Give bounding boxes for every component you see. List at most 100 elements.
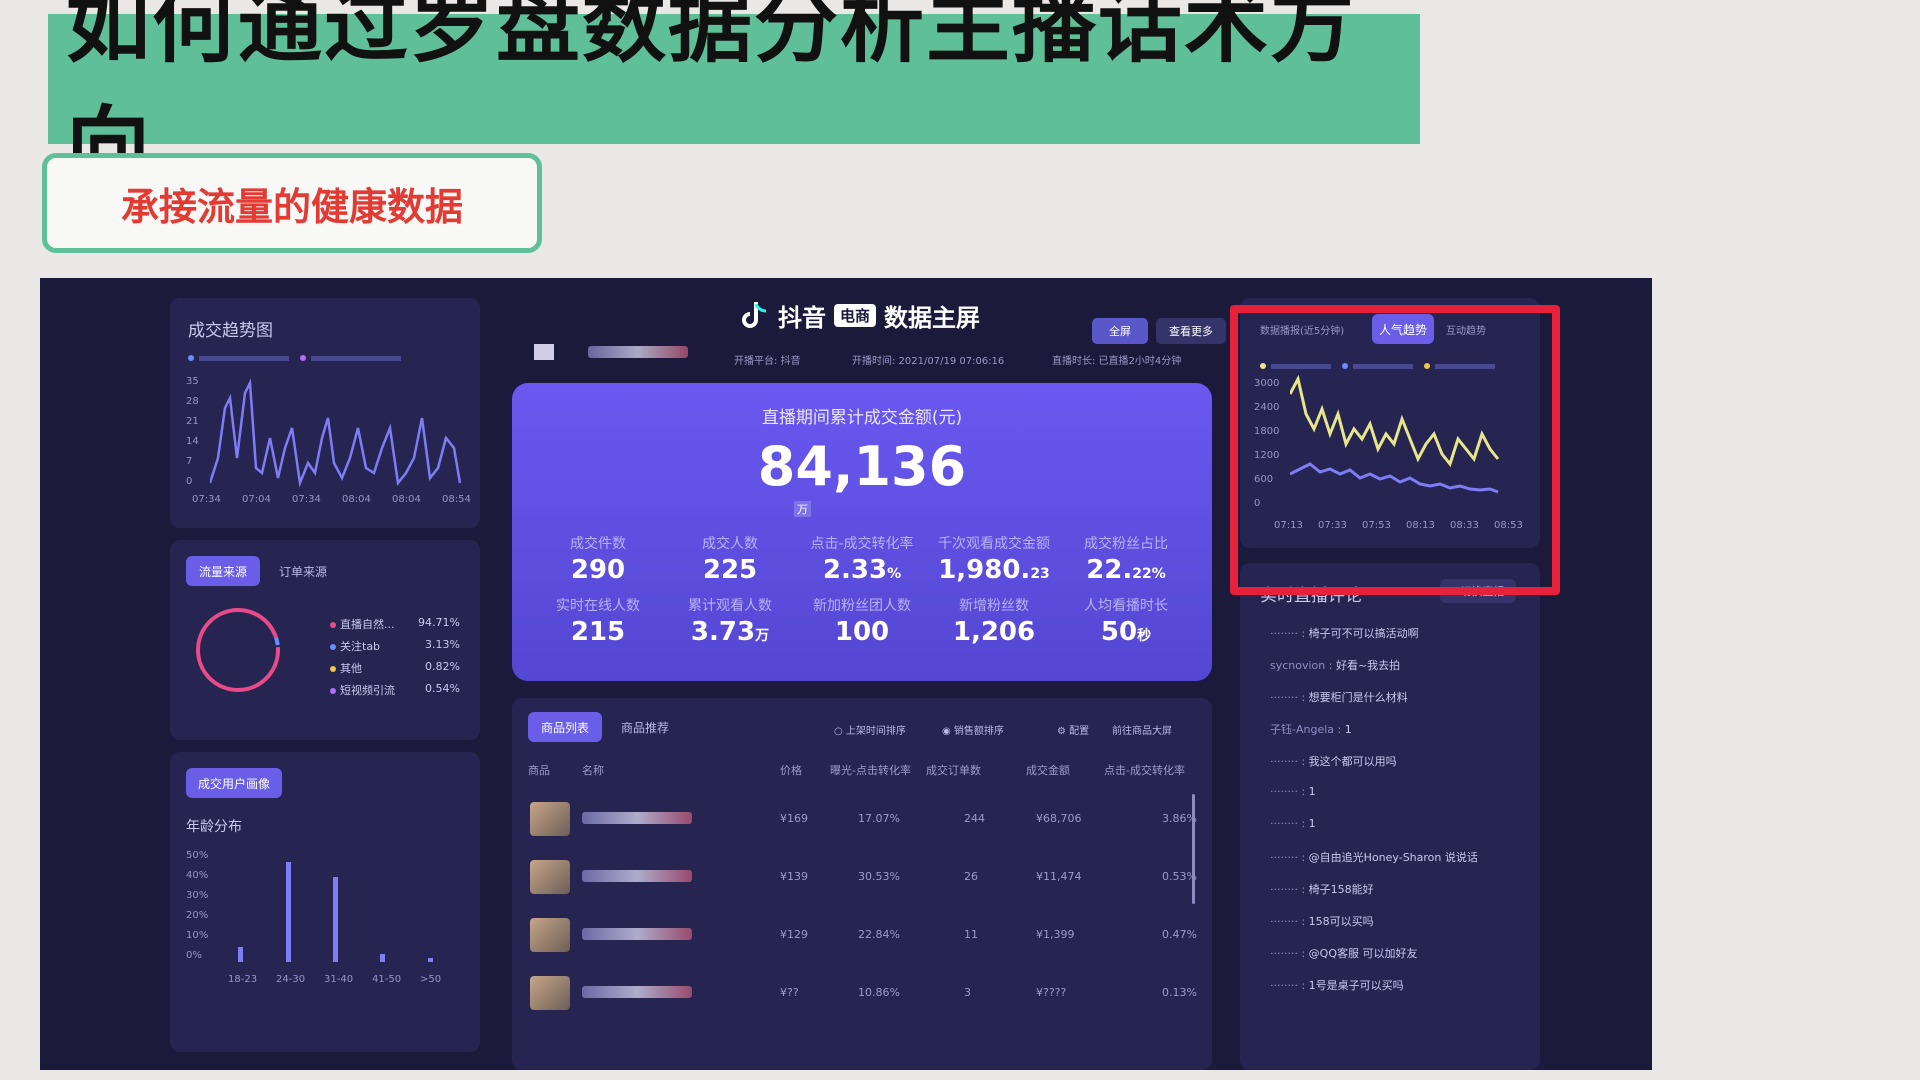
product-name-blurred: [582, 986, 692, 998]
comment-item: ········ : 椅子158能好: [1270, 881, 1374, 897]
table-row[interactable]: ¥?? 10.86% 3 ¥???? 0.13%: [512, 964, 1212, 1022]
kpi-suffix: %: [887, 566, 902, 582]
x-tick: 08:04: [342, 494, 371, 505]
product-amount: ¥11,474: [1036, 870, 1082, 883]
product-cvr: 0.47%: [1162, 928, 1197, 941]
comment-user: ········ :: [1270, 947, 1309, 960]
table-row[interactable]: ¥129 22.84% 11 ¥1,399 0.47%: [512, 906, 1212, 964]
x-tick: 08:04: [392, 494, 421, 505]
start-time-info: 开播时间: 2021/07/19 07:06:16: [852, 356, 1005, 367]
age-panel: 成交用户画像 年龄分布 50% 40% 30% 20% 10% 0% 18-23 24-30…: [170, 752, 480, 1052]
traffic-donut: [196, 608, 280, 692]
x-tick: 08:13: [1406, 520, 1435, 531]
popularity-legend: [1260, 354, 1520, 369]
comment-item: sycnovion : 好看~我去拍: [1270, 657, 1400, 673]
y-tick: 14: [186, 436, 199, 447]
kpi-label: 新增粉丝数: [959, 598, 1029, 614]
comment-text: 1: [1308, 817, 1316, 830]
x-tick: 18-23: [228, 974, 258, 985]
brand-name: 抖音: [778, 304, 826, 332]
tab-order-source-label: 订单来源: [278, 564, 327, 579]
kpi-suffix: 秒: [1137, 628, 1152, 644]
product-ctr: 17.07%: [858, 812, 900, 825]
more-button[interactable]: 查看更多: [1156, 318, 1226, 344]
tab-order-source[interactable]: 订单来源: [266, 556, 340, 586]
y-tick: 40%: [186, 870, 209, 881]
kpi-label: 成交粉丝占比: [1084, 536, 1168, 552]
sort-by-time-radio[interactable]: ○ 上架时间排序: [834, 726, 906, 737]
traffic-dot: [330, 688, 336, 694]
tab-product-list[interactable]: 商品列表: [528, 712, 602, 742]
product-price: ¥??: [780, 986, 799, 999]
y-tick: 21: [186, 416, 199, 427]
tab-interaction-trend-label: 互动趋势: [1446, 326, 1486, 337]
table-scrollbar[interactable]: [1192, 794, 1195, 904]
x-tick: 08:54: [442, 494, 471, 505]
comment-user: ········ :: [1270, 817, 1309, 830]
kpi-unit: 万: [794, 501, 811, 517]
comment-text: @自由追光Honey-Sharon 说说话: [1308, 851, 1478, 864]
comment-item: ········ : 我这个都可以用吗: [1270, 753, 1397, 769]
y-tick: 50%: [186, 850, 209, 861]
comment-user: ········ :: [1270, 755, 1309, 768]
y-tick: 7: [186, 456, 193, 467]
trend-title: 成交趋势图: [188, 321, 273, 341]
product-thumbnail: [530, 918, 570, 952]
kpi-label: 人均看播时长: [1084, 598, 1168, 614]
shop-name-blurred: [588, 346, 688, 358]
kpi-label: 新加粉丝团人数: [813, 598, 911, 614]
tab-traffic-source[interactable]: 流量来源: [186, 556, 260, 586]
kpi-value: 50秒: [1100, 617, 1152, 647]
traffic-item-name: 直播自然...: [340, 618, 395, 631]
sort-by-sales-radio[interactable]: ◉ 销售额排序: [942, 726, 1004, 737]
kpi-label: 成交件数: [570, 536, 626, 552]
y-tick: 3000: [1254, 378, 1280, 389]
tab-product-recommend[interactable]: 商品推荐: [608, 712, 682, 742]
product-name-blurred: [582, 870, 692, 882]
x-tick: 07:53: [1362, 520, 1391, 531]
trend-panel: 成交趋势图 35 28 21 14 7 0 07:34 07:04 07:34 08:04 08:…: [170, 298, 480, 528]
x-tick: 24-30: [276, 974, 306, 985]
kpi-value: 290: [570, 555, 626, 585]
product-amount: ¥68,706: [1036, 812, 1082, 825]
tab-interaction-trend[interactable]: 互动趋势: [1446, 322, 1486, 337]
comment-text: 椅子158能好: [1308, 883, 1374, 896]
config-button[interactable]: ⚙ 配置: [1057, 726, 1090, 737]
dashboard-screen: 抖音 电商 数据主屏 全屏 查看更多 开播平台: 抖音 开播时间: 2021/0…: [40, 278, 1652, 1070]
comment-user: ········ :: [1270, 851, 1309, 864]
tab-popularity-trend[interactable]: 人气趋势: [1372, 314, 1434, 344]
fullscreen-button[interactable]: 全屏: [1092, 318, 1148, 344]
traffic-dot: [330, 644, 336, 650]
kpi-item: 人均看播时长 50秒: [1060, 595, 1192, 647]
kpi-label: 实时在线人数: [556, 598, 640, 614]
traffic-item: 直播自然... 94.71%: [330, 616, 460, 632]
kpi-value: 3.73万: [690, 617, 770, 647]
table-row[interactable]: ¥139 30.53% 26 ¥11,474 0.53%: [512, 848, 1212, 906]
comment-user: ········ :: [1270, 627, 1309, 640]
table-row[interactable]: ¥169 17.07% 244 ¥68,706 3.86%: [512, 790, 1212, 848]
comment-user: ········ :: [1270, 691, 1309, 704]
product-amount: ¥1,399: [1036, 928, 1075, 941]
brand-badge: 电商: [834, 304, 877, 327]
kpi-value: 100: [834, 617, 890, 647]
product-thumbnail: [530, 860, 570, 894]
kpi-head: 直播期间累计成交金额(元): [761, 408, 963, 428]
kpi-value: 225: [702, 555, 758, 585]
traffic-item-value: 0.54%: [425, 682, 460, 695]
kpi-label: 点击-成交转化率: [810, 536, 914, 552]
subtitle-box: 承接流量的健康数据: [42, 153, 542, 253]
sort-by-time-label: 上架时间排序: [845, 726, 906, 737]
y-tick: 0: [1254, 498, 1261, 509]
product-screen-button[interactable]: 前往商品大屏: [1112, 722, 1172, 737]
kpi-total: 84,136: [757, 435, 967, 498]
comment-item: ········ : 1: [1270, 817, 1316, 830]
tab-buyer-profile[interactable]: 成交用户画像: [186, 768, 282, 798]
dashboard-title: 数据主屏: [884, 304, 981, 332]
kpi-value: 1,206: [952, 617, 1036, 647]
comment-text: 想要柜门是什么材料: [1308, 691, 1408, 704]
tab-data-report[interactable]: 数据播报(近5分钟): [1260, 322, 1344, 337]
x-tick: 07:34: [292, 494, 321, 505]
traffic-item-name: 其他: [340, 662, 362, 675]
product-screen-label: 前往商品大屏: [1112, 726, 1172, 737]
popularity-panel: 数据播报(近5分钟) 人气趋势 互动趋势 3000 2400 1800 1200 600…: [1240, 298, 1540, 548]
